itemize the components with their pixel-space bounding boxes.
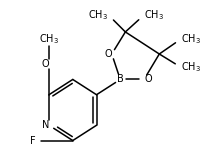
Text: O: O	[104, 49, 112, 59]
Text: CH$_3$: CH$_3$	[39, 32, 59, 46]
Text: F: F	[30, 136, 35, 145]
Text: CH$_3$: CH$_3$	[181, 32, 201, 46]
Text: N: N	[42, 120, 49, 130]
Text: O: O	[144, 74, 152, 84]
Text: CH$_3$: CH$_3$	[181, 61, 201, 74]
Text: O: O	[41, 59, 49, 69]
Text: CH$_3$: CH$_3$	[88, 8, 108, 22]
Text: CH$_3$: CH$_3$	[144, 8, 164, 22]
Text: B: B	[117, 74, 124, 84]
